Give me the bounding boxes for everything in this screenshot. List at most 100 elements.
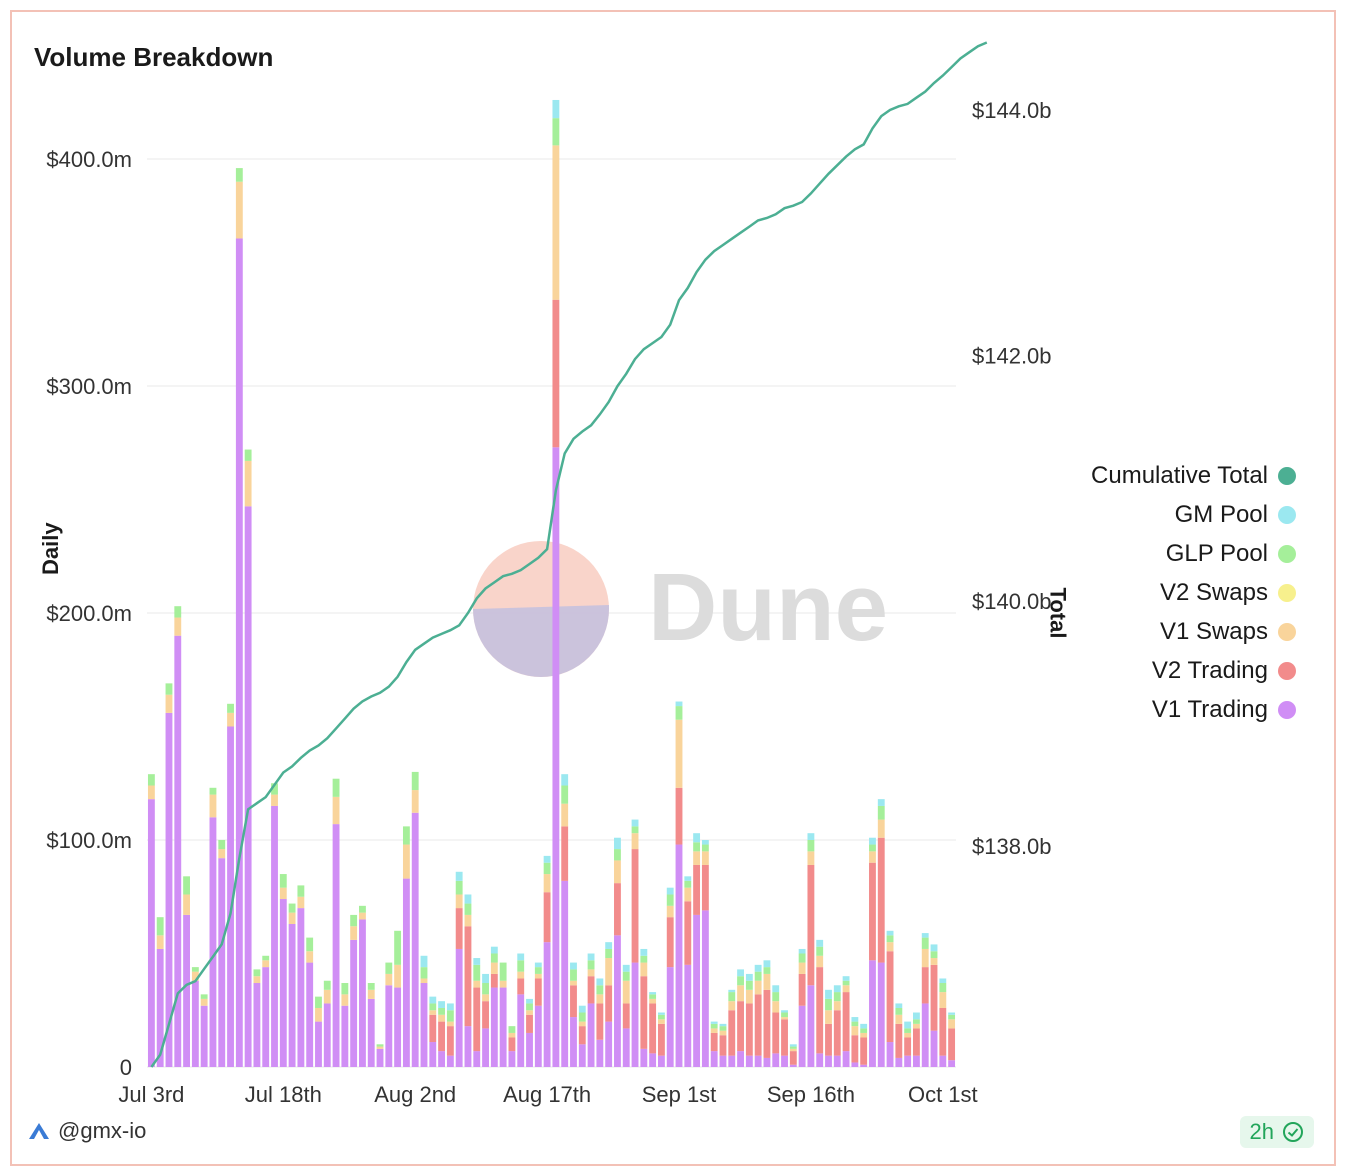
glp-pool-bar [614,849,621,861]
glp-pool-bar [165,683,173,695]
y-tick-label: $100.0m [46,828,132,853]
v1-trading-bar [235,238,243,1067]
v1-swaps-bar [473,980,481,988]
v1-trading-bar [657,1055,665,1067]
v1-trading-bar [781,1055,788,1067]
glp-pool-bar [684,880,692,888]
v1-trading-bar [244,506,252,1067]
v1-swaps-bar [420,978,428,984]
glp-pool-bar [455,880,463,895]
legend-item[interactable]: V2 Trading [1091,651,1296,690]
v1-trading-bar [772,1053,780,1067]
v1-trading-bar [315,1021,322,1067]
v2-trading-bar [781,1019,788,1056]
legend-swatch [1278,700,1296,719]
legend-item[interactable]: V1 Trading [1091,690,1296,729]
v2-trading-bar [490,973,498,988]
v1-trading-bar [534,1005,542,1067]
v2-trading-bar [596,1003,604,1040]
legend-item[interactable]: V1 Swaps [1091,612,1296,651]
glp-pool-bar [737,976,744,986]
v1-trading-bar [948,1060,956,1067]
glp-pool-bar [244,449,252,461]
v2-trading-bar [745,1003,753,1056]
v1-trading-bar [877,962,885,1067]
glp-pool-bar [781,1012,788,1018]
legend-item[interactable]: V2 Swaps [1091,573,1296,612]
v1-swaps-bar [912,1023,920,1029]
footer-handle[interactable]: @gmx-io [28,1118,146,1144]
legend-label: GM Pool [1174,500,1268,528]
v1-trading-bar [350,939,358,1067]
v2-trading-bar [684,901,692,965]
v1-swaps-bar [640,962,648,977]
v2-trading-bar [737,1001,744,1052]
gm-pool-bar [948,1012,956,1015]
v1-swaps-bar [587,969,595,977]
y-tick-label: $400.0m [46,147,132,172]
v1-swaps-bar [877,819,885,838]
v1-swaps-bar [402,844,410,879]
v1-swaps-bar [429,1010,437,1015]
legend-item[interactable]: GM Pool [1091,495,1296,534]
glp-pool-bar [789,1046,797,1049]
v1-trading-bar [886,1042,894,1067]
v1-swaps-bar [174,617,182,636]
v1-swaps-bar [534,973,542,979]
legend-item[interactable]: GLP Pool [1091,534,1296,573]
gm-pool-bar [605,942,613,949]
v1-swaps-bar [394,964,402,988]
v2-trading-bar [851,1035,859,1063]
v1-trading-bar [464,1026,472,1067]
gm-pool-bar [728,989,736,993]
v1-swaps-bar [895,1014,903,1024]
gm-pool-bar [561,774,569,786]
gm-pool-bar [649,992,657,995]
gm-pool-bar [719,1023,727,1027]
gm-pool-bar [578,1005,586,1013]
glp-pool-bar [763,967,771,974]
v1-trading-bar [490,987,498,1067]
gm-pool-bar [675,701,683,707]
v1-swaps-bar [235,181,243,239]
v2-trading-bar [816,967,824,1054]
v1-swaps-bar [825,1010,832,1024]
v1-trading-bar [745,1055,753,1067]
v1-swaps-bar [517,971,525,979]
v1-swaps-bar [781,1017,788,1020]
glp-pool-bar [816,946,824,956]
gm-pool-bar [614,837,621,850]
glp-pool-bar [640,955,648,963]
v1-trading-bar [508,1051,516,1067]
glp-pool-bar [798,953,806,963]
v2-trading-bar [877,837,885,963]
legend-label: V2 Trading [1151,656,1268,684]
v1-trading-bar [526,1032,533,1067]
v1-swaps-bar [499,980,507,988]
gm-pool-bar [710,1021,718,1024]
legend-swatch [1278,583,1296,602]
legend-item[interactable]: Cumulative Total [1091,456,1296,495]
v1-swaps-bar [350,926,358,940]
gm-pool-bar [833,985,841,993]
v1-swaps-bar [385,973,393,986]
v1-trading-bar [675,844,683,1067]
v1-trading-bar [869,960,876,1067]
y2-axis-title: Total [1045,587,1071,639]
glp-pool-bar [429,1003,437,1011]
v2-trading-bar [640,976,648,1049]
freshness-badge[interactable]: 2h [1239,1116,1314,1148]
v1-swaps-bar [842,985,850,993]
v1-trading-bar [605,1021,613,1067]
v1-trading-bar [191,980,199,1067]
legend-swatch [1278,544,1296,563]
v1-swaps-bar [490,962,498,974]
v2-trading-bar [763,989,771,1058]
x-tick-label: Sep 1st [642,1082,717,1107]
glp-pool-bar [174,606,182,618]
v1-trading-bar [438,1051,446,1067]
glp-pool-bar [209,787,217,795]
glp-pool-bar [191,967,199,972]
glp-pool-bar [886,935,894,943]
cumulative-line-group [150,41,988,1068]
